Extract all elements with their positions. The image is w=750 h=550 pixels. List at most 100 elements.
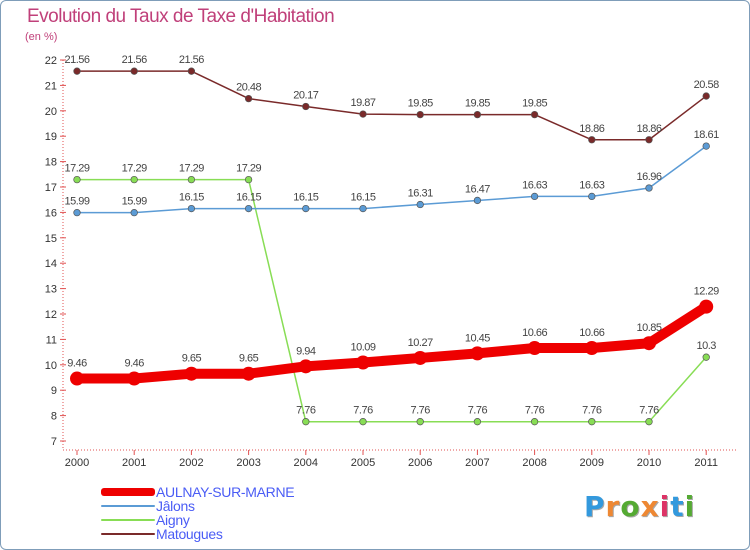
logo-letter: x — [640, 490, 660, 523]
data-point — [244, 94, 253, 103]
data-point — [702, 92, 710, 100]
chart-subtitle: (en %) — [25, 31, 58, 43]
x-tick-label: 2010 — [637, 457, 661, 469]
data-point — [642, 336, 656, 351]
y-tick-label: 16 — [45, 207, 57, 219]
series-line — [76, 178, 707, 423]
data-label: 19.85 — [522, 98, 547, 110]
x-tick-label: 2007 — [465, 457, 489, 469]
data-point — [645, 136, 653, 144]
y-tick-label: 12 — [45, 309, 57, 321]
data-point — [416, 200, 424, 209]
data-label: 10.27 — [408, 337, 433, 349]
legend-swatch — [101, 488, 155, 496]
data-point — [413, 350, 428, 365]
data-label: 17.29 — [179, 163, 204, 175]
proxiti-logo: Proxiti — [584, 490, 695, 523]
data-label: 9.65 — [182, 353, 202, 365]
data-point — [645, 184, 653, 192]
series-1 — [73, 142, 710, 217]
y-tick-label: 8 — [51, 411, 57, 423]
data-point — [527, 341, 542, 356]
data-label: 19.85 — [408, 98, 433, 110]
logo-letter: t — [670, 490, 685, 523]
x-tick-label: 2000 — [65, 457, 89, 469]
data-label: 17.29 — [122, 163, 147, 175]
data-label: 7.76 — [353, 405, 373, 417]
data-label: 16.96 — [636, 171, 661, 183]
data-label: 7.76 — [410, 405, 430, 417]
legend-swatch — [101, 505, 155, 507]
y-tick-label: 22 — [45, 55, 57, 67]
data-point — [359, 110, 367, 118]
x-tick-label: 2008 — [522, 457, 546, 469]
data-label: 16.47 — [465, 183, 490, 195]
chart-title: Evolution du Taux de Taxe d'Habitation — [27, 6, 335, 27]
data-point — [530, 418, 539, 426]
series-3 — [73, 67, 710, 144]
logo-letter: P — [584, 490, 606, 523]
data-label: 9.65 — [239, 353, 259, 365]
data-label: 15.99 — [122, 196, 147, 208]
data-point — [359, 418, 367, 426]
y-tick-label: 11 — [46, 334, 57, 346]
data-point — [530, 110, 539, 119]
data-label: 10.45 — [465, 332, 490, 344]
data-point — [73, 209, 81, 217]
data-label: 16.15 — [350, 192, 375, 204]
legend-label: Matougues — [156, 526, 223, 542]
data-point — [588, 418, 596, 426]
data-point — [244, 175, 253, 184]
series-line — [72, 301, 712, 384]
series-2 — [73, 175, 710, 426]
data-label: 16.15 — [236, 192, 261, 204]
y-tick-label: 19 — [45, 131, 57, 143]
logo-letter: o — [620, 490, 641, 523]
legend-swatch — [101, 519, 155, 521]
data-point — [530, 192, 539, 201]
series-line — [76, 70, 707, 141]
data-label: 7.76 — [639, 405, 659, 417]
x-tick-label: 2006 — [408, 457, 432, 469]
data-point — [241, 366, 256, 381]
data-label: 18.61 — [694, 129, 719, 141]
data-point — [302, 102, 310, 111]
data-point — [416, 110, 424, 119]
x-tick-label: 2011 — [694, 457, 718, 469]
data-point — [302, 418, 310, 426]
data-labels-layer: 21.56 21.56 21.56 20.48 20.17 19.87 19.85 19.85… — [64, 54, 719, 417]
data-label: 16.15 — [179, 192, 204, 204]
data-label: 9.94 — [296, 345, 316, 357]
data-point — [702, 142, 710, 150]
legend-label: AULNAY-SUR-MARNE — [156, 484, 295, 500]
y-tick-label: 15 — [45, 233, 57, 245]
data-label: 15.99 — [64, 196, 89, 208]
y-tick-label: 7 — [51, 436, 57, 448]
data-label: 21.56 — [122, 54, 147, 66]
data-point — [187, 204, 196, 213]
series-line — [76, 145, 707, 214]
legend-label: Aigny — [156, 512, 190, 528]
data-point — [187, 67, 196, 75]
data-point — [588, 136, 596, 144]
data-label: 16.31 — [408, 188, 433, 200]
y-tick-label: 20 — [45, 106, 57, 118]
data-point — [184, 366, 199, 381]
y-tick-label: 18 — [45, 157, 57, 169]
data-label: 9.46 — [67, 358, 87, 370]
data-point — [416, 418, 424, 426]
data-label: 10.66 — [522, 327, 547, 339]
data-point — [187, 175, 196, 184]
data-label: 10.66 — [579, 327, 604, 339]
data-point — [73, 67, 81, 75]
y-tick-label: 21 — [45, 80, 57, 92]
y-tick-label: 17 — [45, 182, 57, 194]
data-point — [356, 355, 370, 370]
data-point — [645, 418, 653, 426]
data-label: 10.3 — [696, 340, 716, 352]
data-point — [473, 196, 482, 205]
data-label: 20.58 — [694, 79, 719, 91]
data-label: 16.63 — [579, 179, 604, 191]
legend-swatch — [101, 533, 155, 535]
